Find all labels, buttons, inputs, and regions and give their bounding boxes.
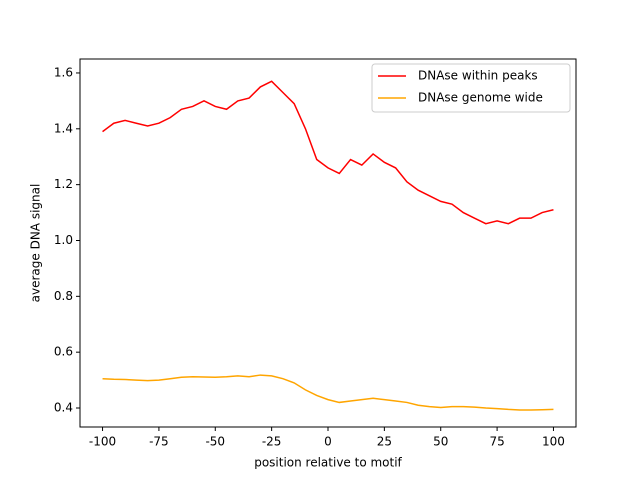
x-tick-label: 50 [433,435,448,449]
x-tick-label: -50 [205,435,225,449]
axes-frame [79,58,577,428]
y-axis-label: average DNA signal [29,184,43,303]
x-tick-label: 100 [542,435,565,449]
data-line [102,374,554,411]
y-tick-label: 1.2 [54,177,73,191]
x-tick-label: 25 [377,435,392,449]
y-tick-label: 1.4 [54,121,73,135]
x-tick-label: 0 [324,435,332,449]
y-tick-label: 0.8 [54,289,73,303]
data-line [102,80,554,225]
y-tick-label: 0.4 [54,401,73,415]
y-tick-label: 0.6 [54,345,73,359]
x-tick-label: -25 [262,435,282,449]
y-tick-label: 1.6 [54,65,73,79]
y-tick-label: 1.0 [54,233,73,247]
x-tick-label: 75 [489,435,504,449]
x-axis-label: position relative to motif [254,456,402,470]
legend-label: DNAse genome wide [418,91,543,105]
x-tick-label: -100 [89,435,116,449]
x-tick-label: -75 [149,435,169,449]
legend-label: DNAse within peaks [418,69,538,83]
legend-box [371,63,571,113]
